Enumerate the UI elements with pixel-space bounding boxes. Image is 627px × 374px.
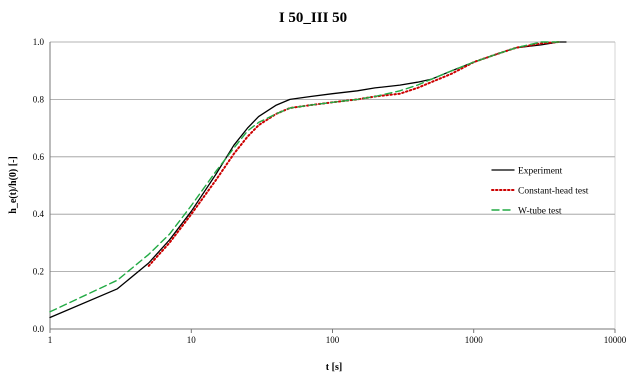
y-tick-label: 0.4 [33, 209, 45, 219]
x-tick-label: 100 [326, 335, 340, 345]
y-tick-label: 0.0 [33, 324, 45, 334]
legend-label: Experiment [518, 167, 563, 177]
x-tick-label: 10 [187, 335, 197, 345]
x-axis-label: t [s] [326, 362, 342, 373]
x-tick-label: 1 [48, 335, 53, 345]
x-tick-label: 10000 [604, 335, 627, 345]
y-tick-labels: 0.0 0.2 0.4 0.6 0.8 1.0 [33, 37, 45, 334]
x-tick-label: 1000 [465, 335, 484, 345]
series-line-experiment [49, 41, 567, 319]
y-tick-label: 0.2 [33, 267, 44, 277]
chart-title: I 50_III 50 [279, 10, 347, 26]
y-tick-label: 1.0 [33, 37, 45, 47]
gridlines [50, 41, 615, 273]
legend: Experiment Constant-head test W-tube test [491, 167, 589, 217]
y-axis-label: h_e(t)/h(0) [-] [8, 156, 19, 213]
y-tick-label: 0.8 [33, 94, 45, 104]
legend-label: W-tube test [518, 207, 562, 217]
axes [49, 42, 616, 333]
series-lines [49, 41, 567, 319]
y-tick-label: 0.6 [33, 152, 45, 162]
legend-label: Constant-head test [518, 187, 589, 197]
x-tick-labels: 1 10 100 1000 10000 [48, 335, 627, 345]
series-line-w-tube-test [49, 41, 560, 313]
series-line-constant-head-test [147, 41, 560, 267]
